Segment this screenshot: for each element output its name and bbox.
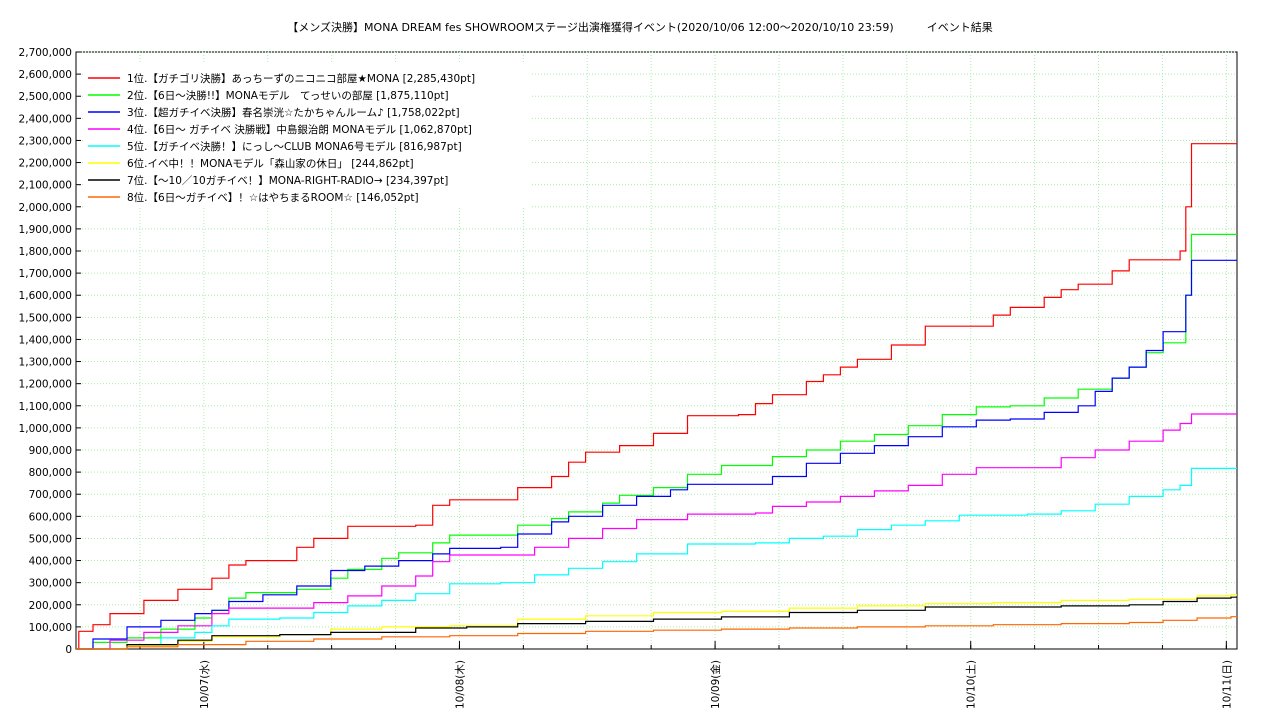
series-line: [76, 143, 1237, 650]
legend-entry: 6位.イベ中！！MONAモデル「森山家の休日」 [244,862pt]: [127, 157, 414, 170]
legend-entry: 1位.【ガチゴリ決勝】あっちーずのニコニコ部屋★MONA [2,285,430p…: [127, 72, 475, 85]
x-tick-label: 10/08(木): [454, 660, 466, 709]
y-tick-label: 400,000: [29, 556, 72, 568]
y-tick-label: 0: [65, 644, 72, 656]
legend: 1位.【ガチゴリ決勝】あっちーずのニコニコ部屋★MONA [2,285,430p…: [84, 62, 530, 208]
y-tick-label: 2,300,000: [19, 135, 72, 147]
series-lines: [76, 143, 1237, 650]
y-tick-label: 1,800,000: [19, 246, 72, 258]
y-tick-label: 1,600,000: [19, 290, 72, 302]
y-axis: 0 100,000 200,000 300,000 400,000 500,000 600,…: [19, 47, 81, 656]
y-tick-label: 100,000: [29, 622, 72, 634]
y-tick-label: 1,200,000: [19, 379, 72, 391]
legend-entry: 7位.【〜10／10ガチイベ！】MONA-RIGHT-RADIO→ [234,3…: [127, 174, 448, 187]
chart-title: 【メンズ決勝】MONA DREAM fes SHOWROOMステージ出演権獲得イ…: [287, 21, 993, 34]
x-tick-label: 10/11(日): [1221, 660, 1233, 709]
y-tick-label: 2,400,000: [19, 113, 72, 125]
series-line: [76, 616, 1237, 650]
series-line: [76, 259, 1237, 650]
series-line: [76, 594, 1237, 650]
series-line: [76, 413, 1237, 650]
legend-entry: 3位.【超ガチイベ決勝】春名崇洸☆たかちゃんルーム♪ [1,758,022pt]: [127, 106, 460, 119]
y-tick-label: 300,000: [29, 578, 72, 590]
series-line: [76, 467, 1237, 650]
x-tick-label: 10/09(金): [709, 660, 722, 709]
y-tick-label: 2,700,000: [19, 47, 72, 59]
y-tick-label: 1,700,000: [19, 268, 72, 280]
x-tick-label: 10/07(水): [199, 660, 211, 709]
legend-entry: 2位.【6日〜決勝!!】MONAモデル てっせいの部屋 [1,875,110pt…: [127, 89, 449, 102]
legend-entry: 4位.【6日〜 ガチイベ 決勝戦】中島銀治朗 MONAモデル [1,062,87…: [127, 123, 472, 136]
y-tick-label: 2,200,000: [19, 158, 72, 170]
y-tick-label: 2,000,000: [19, 202, 72, 214]
y-tick-label: 900,000: [29, 445, 72, 457]
legend-entry: 8位.【6日〜ガチイベ】！☆はやちまるROOM☆ [146,052pt]: [127, 191, 419, 204]
x-tick-label: 10/10(土): [965, 660, 978, 709]
y-tick-label: 1,100,000: [19, 401, 72, 413]
y-tick-label: 2,600,000: [19, 69, 72, 81]
y-tick-label: 1,400,000: [19, 334, 72, 346]
series-line: [76, 233, 1237, 650]
y-tick-label: 1,900,000: [19, 224, 72, 236]
legend-box: [84, 62, 530, 208]
y-tick-label: 1,500,000: [19, 312, 72, 324]
y-tick-label: 2,500,000: [19, 91, 72, 103]
series-line: [76, 596, 1237, 650]
y-tick-label: 600,000: [29, 511, 72, 523]
y-tick-label: 500,000: [29, 533, 72, 545]
y-tick-label: 1,000,000: [19, 423, 72, 435]
y-tick-label: 800,000: [29, 467, 72, 479]
legend-entry: 5位.【ガチイベ決勝！】にっし〜CLUB MONA6号モデル [816,987p…: [127, 140, 462, 153]
y-tick-label: 200,000: [29, 600, 72, 612]
y-tick-label: 1,300,000: [19, 357, 72, 369]
y-tick-label: 700,000: [29, 489, 72, 501]
x-axis: 10/07(水) 10/08(木) 10/09(金) 10/10(土) 10/11(日): [139, 641, 1233, 709]
y-tick-label: 2,100,000: [19, 180, 72, 192]
